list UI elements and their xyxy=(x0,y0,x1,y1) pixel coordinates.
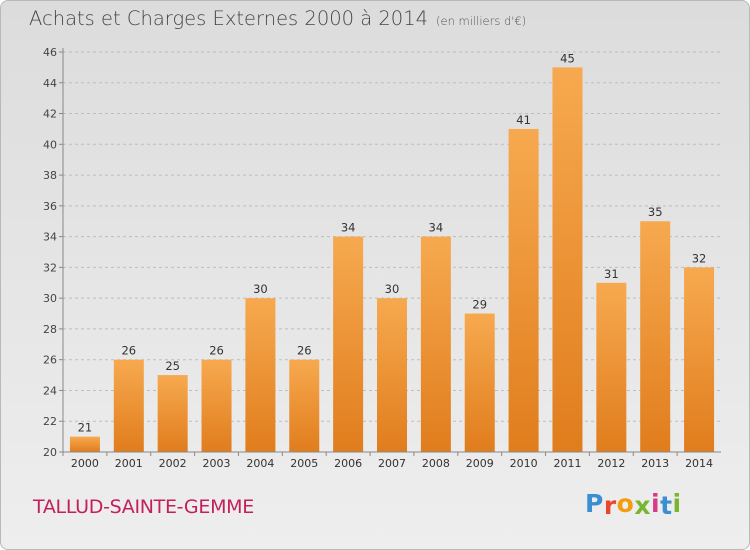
chart-title-line: Achats et Charges Externes 2000 à 2014 (e… xyxy=(29,7,526,30)
bar xyxy=(640,221,671,452)
x-tick-label: 2001 xyxy=(115,457,143,470)
logo-letter: t xyxy=(660,491,673,520)
value-label: 21 xyxy=(78,421,93,435)
y-tick-label: 34 xyxy=(43,231,57,244)
x-tick-label: 2006 xyxy=(334,457,362,470)
bar xyxy=(289,359,320,452)
x-tick-label: 2000 xyxy=(71,457,99,470)
y-tick-label: 40 xyxy=(43,138,57,151)
value-label: 30 xyxy=(253,282,268,296)
y-tick-label: 26 xyxy=(43,354,57,367)
chart-unit: (en milliers d'€) xyxy=(436,14,527,28)
bar xyxy=(245,298,276,452)
bar xyxy=(377,298,407,452)
logo-letter: P xyxy=(585,489,604,518)
value-label: 32 xyxy=(692,251,707,265)
value-label: 29 xyxy=(472,298,487,312)
x-tick-label: 2011 xyxy=(553,457,581,470)
y-tick-label: 42 xyxy=(43,108,57,121)
logo-letter: r xyxy=(603,491,617,520)
bar xyxy=(69,436,100,452)
y-tick-labels: 20 22 24 26 28 30 32 34 36 38 40 42 44 46 xyxy=(43,46,57,459)
value-label: 45 xyxy=(560,51,575,65)
x-tick-label: 2007 xyxy=(378,457,406,470)
commune-name: TALLUD-SAINTE-GEMME xyxy=(33,496,254,518)
value-label: 31 xyxy=(604,267,619,281)
value-label: 26 xyxy=(121,344,136,358)
y-tick-label: 28 xyxy=(43,323,57,336)
bar xyxy=(420,236,451,452)
y-tick-label: 38 xyxy=(43,169,57,182)
value-label: 26 xyxy=(209,344,224,358)
value-label: 30 xyxy=(385,282,400,296)
value-label: 41 xyxy=(516,113,531,127)
y-tick-label: 30 xyxy=(43,292,57,305)
logo-letter: x xyxy=(634,491,651,520)
y-tick-label: 44 xyxy=(43,77,57,90)
y-tick-label: 36 xyxy=(43,200,57,213)
x-tick-label: 2014 xyxy=(685,457,713,470)
bar xyxy=(596,282,627,452)
x-tick-label: 2012 xyxy=(597,457,625,470)
x-tick-labels: 2000 2001 2002 2003 2004 2005 2006 2007 2008 2009… xyxy=(71,457,713,470)
value-label: 26 xyxy=(297,344,312,358)
y-tick-label: 22 xyxy=(43,415,57,428)
proxiti-logo: Proxiti xyxy=(585,489,682,520)
value-label: 34 xyxy=(341,221,356,235)
y-tick-label: 24 xyxy=(43,384,57,397)
value-label: 25 xyxy=(165,359,180,373)
y-tick-label: 20 xyxy=(43,446,57,459)
value-label: 35 xyxy=(648,205,663,219)
bars xyxy=(69,67,715,452)
x-tick-label: 2013 xyxy=(641,457,669,470)
bar xyxy=(508,128,539,452)
bar xyxy=(113,359,144,452)
logo-letter: i xyxy=(651,489,661,518)
logo-letter: o xyxy=(616,489,635,518)
x-tick-label: 2010 xyxy=(510,457,538,470)
logo-letter: i xyxy=(672,489,682,518)
y-tick-label: 32 xyxy=(43,261,57,274)
value-labels: 21 26 25 26 30 26 34 30 34 29 41 45 31 35 32 xyxy=(78,51,707,434)
axes xyxy=(62,48,721,453)
x-tick-label: 2003 xyxy=(203,457,231,470)
bar xyxy=(201,359,232,452)
bar xyxy=(464,313,495,452)
bar xyxy=(684,267,715,452)
x-tick-label: 2009 xyxy=(466,457,494,470)
bar xyxy=(552,67,583,452)
x-tick-label: 2002 xyxy=(159,457,187,470)
chart-title: Achats et Charges Externes 2000 à 2014 xyxy=(29,7,429,30)
x-tick-label: 2008 xyxy=(422,457,450,470)
x-tick-label: 2004 xyxy=(246,457,274,470)
bar xyxy=(157,375,188,452)
y-tick-label: 46 xyxy=(43,46,57,59)
x-tick-label: 2005 xyxy=(290,457,318,470)
value-label: 34 xyxy=(429,221,444,235)
bar xyxy=(333,236,364,452)
